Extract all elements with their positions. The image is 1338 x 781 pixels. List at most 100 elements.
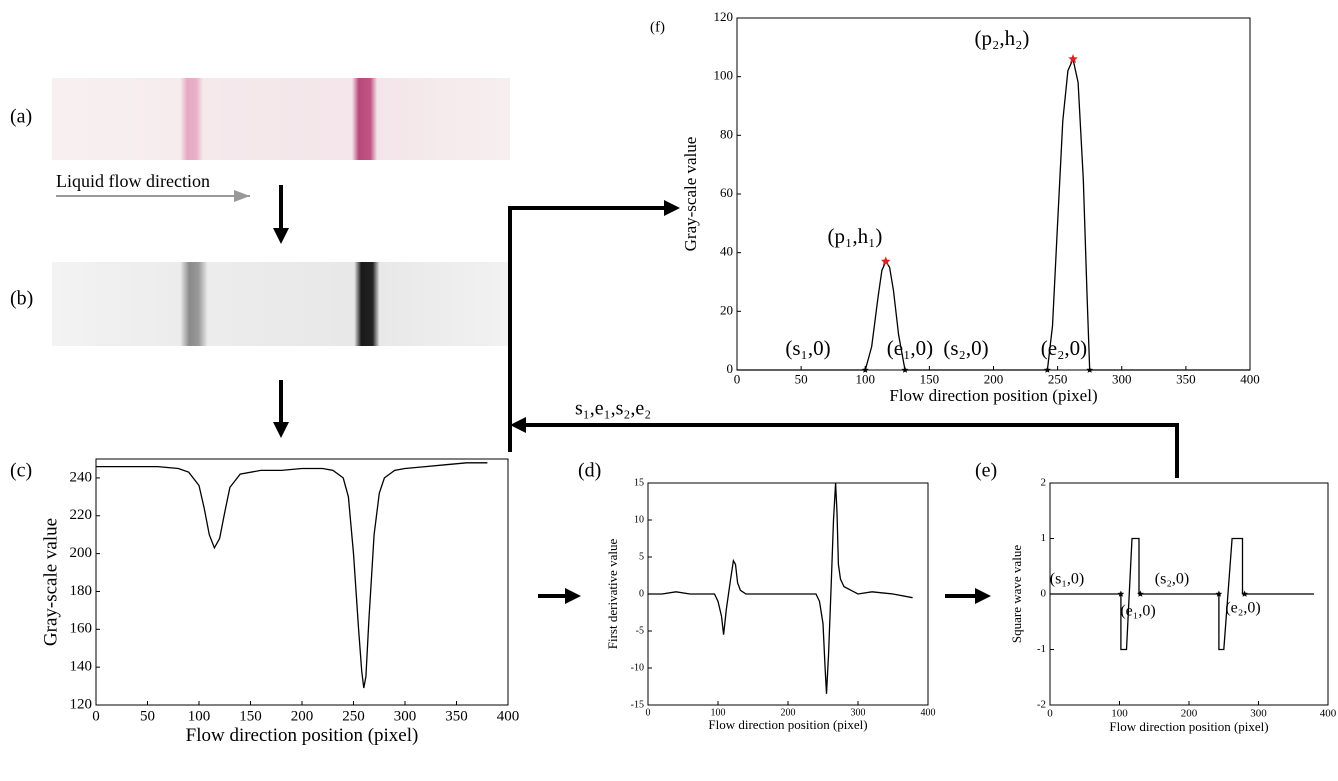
x-axis-label: Flow direction position (pixel) — [186, 725, 419, 746]
arrow — [510, 417, 1179, 478]
annotation: (e₁,0) — [887, 336, 933, 360]
panel-label: (c) — [10, 460, 32, 482]
y-tick-label: -2 — [1037, 699, 1046, 711]
x-tick-label: 300 — [851, 707, 866, 718]
panel-label: (e) — [975, 460, 997, 482]
panel-label: (b) — [10, 288, 33, 310]
x-tick-label: 300 — [394, 708, 417, 724]
x-axis-label: Flow direction position (pixel) — [708, 717, 867, 732]
strip-image-a — [52, 78, 510, 160]
y-tick-label: 2 — [1041, 477, 1047, 489]
x-tick-label: 100 — [711, 707, 726, 718]
y-tick-label: 180 — [70, 583, 93, 599]
annotation: (e₂,0) — [1225, 600, 1260, 617]
x-tick-label: 400 — [1320, 707, 1337, 719]
x-axis-label: Flow direction position (pixel) — [889, 386, 1097, 405]
y-tick-label: -10 — [631, 662, 644, 673]
y-tick-label: 5 — [639, 551, 644, 562]
y-axis-label: Square wave value — [1009, 545, 1024, 643]
x-tick-label: 200 — [1181, 707, 1198, 719]
x-tick-label: 400 — [1240, 371, 1260, 386]
x-tick-label: 0 — [1047, 707, 1053, 719]
data-line — [648, 482, 913, 694]
x-tick-label: 50 — [795, 371, 808, 386]
y-tick-label: 160 — [70, 621, 93, 637]
x-tick-label: 0 — [646, 707, 651, 718]
x-tick-label: 100 — [188, 708, 211, 724]
y-tick-label: 240 — [70, 469, 93, 485]
arrow — [508, 200, 680, 452]
data-line — [96, 462, 488, 689]
x-tick-label: 250 — [342, 708, 365, 724]
flow-label: Liquid flow direction — [56, 171, 210, 191]
x-tick-label: 300 — [1112, 371, 1132, 386]
x-tick-label: 0 — [92, 708, 100, 724]
panel-label: (d) — [578, 460, 601, 482]
y-axis-label: First derivative value — [605, 539, 620, 650]
x-tick-label: 400 — [921, 707, 936, 718]
x-tick-label: 150 — [239, 708, 262, 724]
plot-frame — [95, 458, 509, 706]
data-point — [861, 366, 869, 373]
x-tick-label: 100 — [856, 371, 876, 386]
data-point — [1117, 590, 1125, 597]
x-tick-label: 350 — [1176, 371, 1196, 386]
panel-label: (f) — [650, 19, 665, 35]
x-tick-label: 400 — [497, 708, 520, 724]
x-tick-label: 150 — [920, 371, 940, 386]
data-line — [737, 56, 1250, 371]
strip-image-b — [52, 262, 510, 346]
y-axis-label: Gray-scale value — [681, 137, 700, 252]
y-tick-label: 220 — [70, 507, 93, 523]
data-point — [1068, 54, 1078, 64]
y-tick-label: 80 — [720, 126, 733, 141]
annotation: (p₁,h₁) — [828, 224, 883, 248]
annotation: (p₂,h₂) — [975, 26, 1030, 50]
y-tick-label: 60 — [720, 185, 733, 200]
y-tick-label: 0 — [639, 588, 644, 599]
y-tick-label: 10 — [634, 514, 644, 525]
plot-frame — [736, 17, 1251, 371]
y-tick-label: -5 — [636, 625, 644, 636]
data-point — [901, 366, 909, 373]
y-tick-label: 0 — [1041, 588, 1047, 600]
y-tick-label: 0 — [727, 361, 734, 376]
y-axis-label: Gray-scale value — [40, 518, 61, 646]
y-tick-label: 140 — [70, 659, 93, 675]
y-tick-label: 100 — [714, 68, 734, 83]
annotation: (s₁,0) — [1050, 571, 1084, 588]
y-tick-label: 20 — [720, 302, 733, 317]
y-tick-label: 120 — [70, 696, 93, 712]
x-tick-label: 250 — [1048, 371, 1068, 386]
data-point — [881, 256, 891, 266]
annotation: (s₁,0) — [785, 336, 830, 360]
data-point — [1215, 590, 1223, 597]
y-tick-label: 1 — [1041, 532, 1047, 544]
feedback-label: s₁,e₁,s₂,e₂ — [575, 398, 651, 420]
annotation: (s₂,0) — [943, 336, 988, 360]
x-tick-label: 350 — [445, 708, 468, 724]
x-tick-label: 300 — [1250, 707, 1267, 719]
annotation: (s₂,0) — [1155, 571, 1189, 588]
y-tick-label: 15 — [634, 477, 644, 488]
data-point — [1086, 366, 1093, 373]
panel-label: (a) — [10, 106, 32, 128]
y-tick-label: -15 — [631, 699, 644, 710]
annotation: (e₂,0) — [1041, 336, 1087, 360]
x-tick-label: 50 — [140, 708, 155, 724]
data-point — [1044, 366, 1051, 373]
x-tick-label: 0 — [734, 371, 741, 386]
x-tick-label: 200 — [984, 371, 1004, 386]
data-point — [1241, 590, 1248, 597]
x-tick-label: 100 — [1111, 707, 1128, 719]
data-point — [1137, 590, 1144, 597]
y-tick-label: -1 — [1037, 643, 1046, 655]
data-line — [1050, 537, 1315, 651]
annotation: (e₁,0) — [1120, 603, 1155, 620]
x-tick-label: 200 — [781, 707, 796, 718]
y-tick-label: 40 — [720, 244, 733, 259]
y-tick-label: 200 — [70, 545, 93, 561]
y-tick-label: 120 — [714, 9, 734, 24]
x-tick-label: 200 — [291, 708, 314, 724]
